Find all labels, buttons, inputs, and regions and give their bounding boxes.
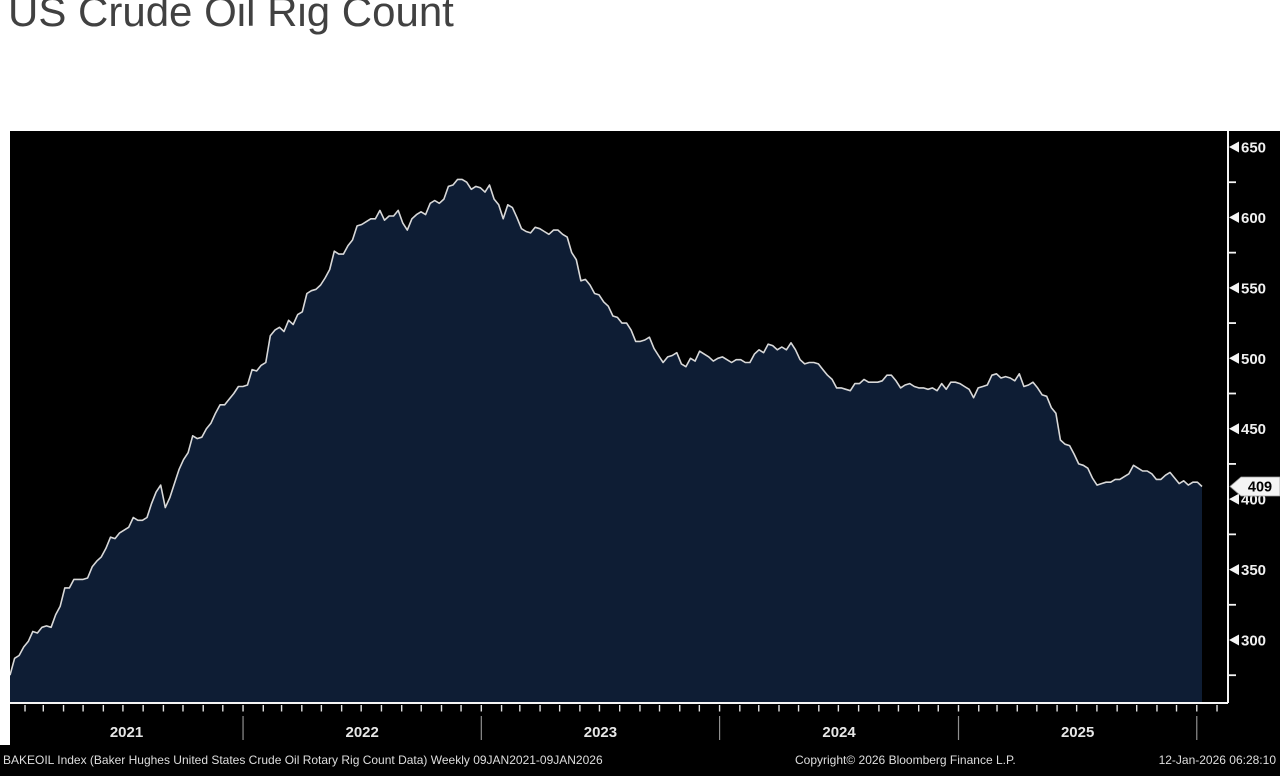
svg-text:550: 550 <box>1241 280 1266 297</box>
chart-footer: BAKEOIL Index (Baker Hughes United State… <box>0 745 1280 776</box>
timestamp-text: 12-Jan-2026 06:28:10 <box>1158 753 1276 767</box>
rig-count-chart: 2021 2022 2023 2024 202530035040045050055060… <box>10 131 1280 741</box>
svg-text:350: 350 <box>1241 562 1266 579</box>
svg-text:409: 409 <box>1248 479 1272 495</box>
svg-text:300: 300 <box>1241 632 1266 649</box>
svg-text:2022: 2022 <box>345 724 378 741</box>
area-series <box>10 178 1203 703</box>
security-description: BAKEOIL Index (Baker Hughes United State… <box>3 753 603 767</box>
svg-text:2025: 2025 <box>1061 724 1094 741</box>
svg-text:650: 650 <box>1241 140 1266 157</box>
svg-text:450: 450 <box>1241 421 1266 438</box>
svg-text:2023: 2023 <box>584 724 617 741</box>
svg-text:2024: 2024 <box>822 724 856 741</box>
last-value-badge: 409 <box>1229 476 1280 497</box>
chart-panel: 2021 2022 2023 2024 2025 300 350 400 450 500 550 60… <box>10 131 1280 745</box>
svg-text:600: 600 <box>1241 210 1266 227</box>
x-axis: 2021 2022 2023 2024 2025 <box>10 702 1228 741</box>
copyright-text: Copyright© 2026 Bloomberg Finance L.P. <box>795 753 1016 767</box>
svg-text:500: 500 <box>1241 351 1266 368</box>
svg-text:2021: 2021 <box>110 724 143 741</box>
page-title: US Crude Oil Rig Count <box>8 0 454 35</box>
